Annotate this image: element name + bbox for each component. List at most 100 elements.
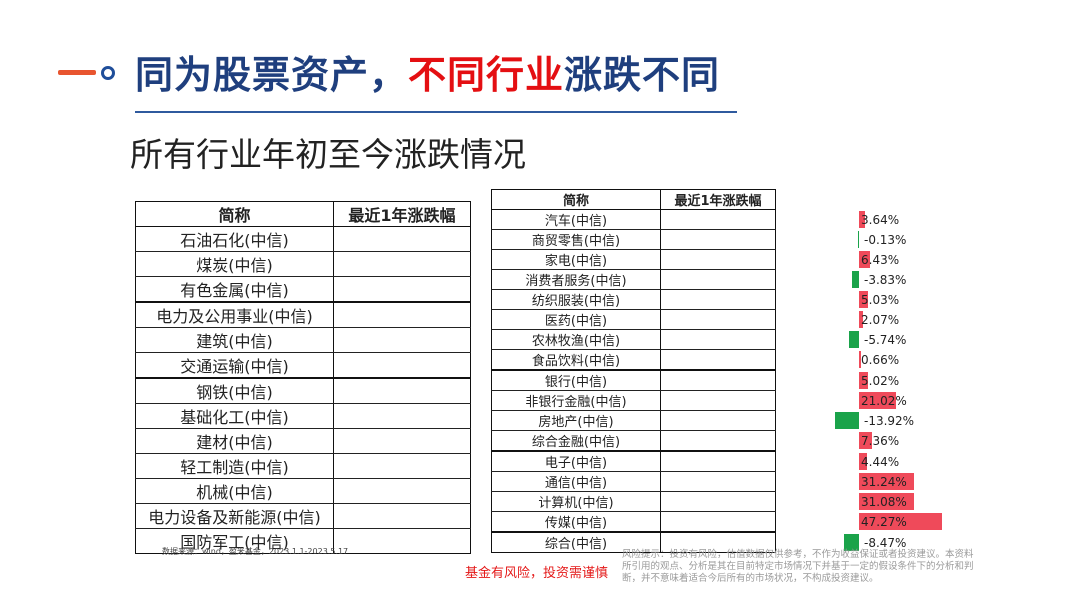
change-value: -13.92%	[864, 413, 915, 428]
industry-name: 钢铁(中信)	[135, 377, 334, 404]
change-cell: 5.03%	[660, 289, 899, 310]
table-row: 电子(中信) 4.44%	[491, 450, 899, 472]
table-row: 计算机(中信) 31.08%	[491, 491, 914, 512]
change-cell: 3.59%	[333, 453, 615, 479]
industry-name: 计算机(中信)	[491, 491, 661, 512]
industry-name: 家电(中信)	[491, 249, 661, 270]
change-value: -3.83%	[864, 272, 907, 287]
industry-name: 汽车(中信)	[491, 209, 661, 230]
table-row: 家电(中信) 6.43%	[491, 249, 899, 270]
change-value: -0.13%	[864, 232, 907, 247]
change-cell: 31.24%	[660, 471, 914, 492]
change-value: 7.36%	[861, 433, 900, 448]
column-header-name: 简称	[135, 201, 334, 227]
table-row: 轻工制造(中信)3.59%	[135, 453, 615, 479]
industry-name: 商贸零售(中信)	[491, 229, 661, 250]
table-row: 房地产(中信) -13.92%	[491, 410, 914, 431]
change-value: 4.44%	[861, 454, 900, 469]
negative-bar	[857, 231, 859, 248]
table-row: 食品饮料(中信) 0.66%	[491, 349, 899, 371]
change-cell: 6.43%	[660, 249, 899, 270]
positive-bar	[859, 392, 896, 409]
change-cell: 6.44%	[333, 352, 615, 379]
change-cell: 10.47%	[333, 301, 624, 328]
change-cell: 2.37%	[333, 276, 615, 303]
change-cell: 7.36%	[660, 430, 899, 452]
change-value: 5.03%	[861, 292, 900, 307]
title-part-3: 涨跌不同	[564, 53, 721, 97]
table-row: 综合(中信) -8.47%	[491, 531, 906, 553]
negative-bar	[852, 271, 859, 288]
change-value: 0.66%	[861, 352, 900, 367]
change-value: 31.08%	[861, 494, 907, 509]
change-cell: 31.08%	[660, 491, 914, 512]
table-row: 机械(中信)15.34%	[135, 478, 624, 504]
change-cell: 4.66%	[333, 503, 615, 529]
negative-bar	[844, 534, 859, 551]
industry-name: 非银行金融(中信)	[491, 390, 661, 411]
change-cell: 4.85%	[333, 327, 615, 353]
column-header-name: 简称	[491, 189, 661, 210]
change-cell: 8.48%	[333, 528, 615, 554]
title-accent-line	[58, 70, 96, 75]
table-row: 石油石化(中信)13.47%	[135, 226, 624, 252]
table-row: 银行(中信) 5.02%	[491, 369, 899, 391]
data-source-note: 数据来源：wind，盈米基金，2023.1.1-2023.5.17	[162, 547, 349, 556]
positive-bar	[859, 493, 914, 510]
table-row: 农林牧渔(中信) -5.74%	[491, 329, 906, 350]
industry-name: 电子(中信)	[491, 450, 661, 472]
table-row: 建材(中信)-16.50%	[135, 428, 632, 454]
industry-name: 通信(中信)	[491, 471, 661, 492]
table-row: 交通运输(中信)6.44%	[135, 352, 615, 379]
change-cell: -0.13%	[660, 229, 906, 250]
table-row: 传媒(中信) 47.27%	[491, 511, 943, 533]
industry-name: 纺织服装(中信)	[491, 289, 661, 310]
table-row: 煤炭(中信)4.30%	[135, 251, 615, 277]
change-value: -8.47%	[864, 535, 907, 550]
change-value: 3.64%	[861, 212, 900, 227]
change-cell: -13.92%	[660, 410, 914, 431]
industry-name: 石油石化(中信)	[135, 226, 334, 252]
industry-name: 电力设备及新能源(中信)	[135, 503, 334, 529]
positive-bar	[859, 372, 868, 389]
industry-name: 国防军工(中信)	[135, 528, 334, 554]
industry-name: 综合金融(中信)	[491, 430, 661, 452]
title-underline	[135, 111, 737, 113]
table-row: 商贸零售(中信) -0.13%	[491, 229, 906, 250]
positive-bar	[859, 432, 872, 449]
table-row: 基础化工(中信)-10.71%	[135, 403, 632, 429]
change-cell: -10.71%	[333, 403, 632, 429]
page-title: 同为股票资产，不同行业涨跌不同	[135, 44, 720, 99]
change-cell: 3.64%	[660, 209, 899, 230]
table-row: 电力设备及新能源(中信)4.66%	[135, 503, 615, 529]
positive-bar	[859, 351, 861, 368]
industry-name: 建筑(中信)	[135, 327, 334, 353]
table-row: 医药(中信) 2.07%	[491, 309, 899, 330]
change-value: 31.24%	[861, 474, 907, 489]
negative-bar	[848, 331, 859, 348]
positive-bar	[859, 473, 914, 490]
industry-name: 机械(中信)	[135, 478, 334, 504]
positive-bar	[859, 453, 867, 470]
industry-name: 基础化工(中信)	[135, 403, 334, 429]
change-cell: -16.50%	[333, 428, 632, 454]
change-cell: 0.66%	[660, 349, 899, 371]
change-value: 5.02%	[861, 373, 900, 388]
industry-name: 农林牧渔(中信)	[491, 329, 661, 350]
change-value: 21.02%	[861, 393, 907, 408]
table-row: 纺织服装(中信) 5.03%	[491, 289, 899, 310]
industry-name: 消费者服务(中信)	[491, 269, 661, 290]
industry-name: 房地产(中信)	[491, 410, 661, 431]
change-cell: 2.07%	[660, 309, 899, 330]
table-row: 汽车(中信) 3.64%	[491, 209, 899, 230]
industry-table-left: 简称 最近1年涨跌幅 石油石化(中信)13.47%煤炭(中信)4.30%有色金属…	[135, 201, 632, 554]
table-row: 钢铁(中信)-4.34%	[135, 377, 624, 404]
column-header-change: 最近1年涨跌幅	[660, 189, 776, 210]
change-cell: 47.27%	[660, 511, 943, 533]
change-value: 47.27%	[861, 514, 907, 529]
risk-warning: 基金有风险，投资需谨慎	[465, 566, 609, 581]
industry-name: 煤炭(中信)	[135, 251, 334, 277]
industry-name: 银行(中信)	[491, 369, 661, 391]
page-subtitle: 所有行业年初至今涨跌情况	[130, 135, 526, 174]
change-cell: -3.83%	[660, 269, 906, 290]
